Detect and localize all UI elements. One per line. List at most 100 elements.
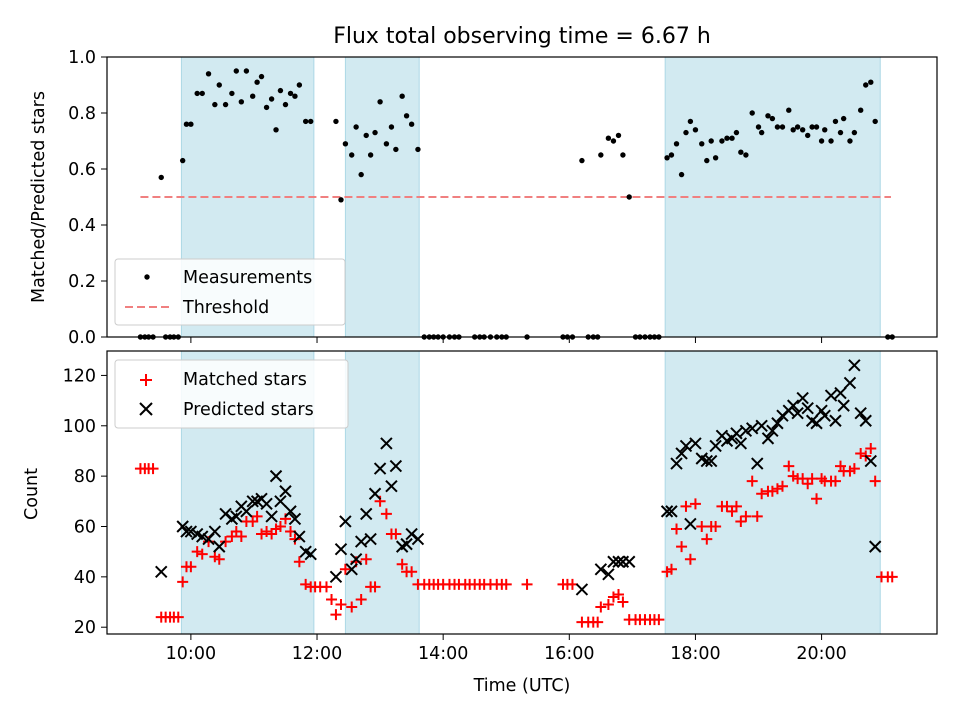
measurement-point [868,79,874,85]
measurement-point [377,99,383,105]
measurement-point [683,129,689,136]
predicted-star-point [612,555,625,568]
bottom-y-tick-label: 100 [63,417,96,437]
bottom-panel: 10:00 12:00 14:00 16:00 18:00 20:00 20 40 60 80 1… [22,350,938,696]
matched-star-point [676,541,688,553]
measurement-point [729,135,735,141]
predicted-star-point [854,406,867,420]
measurement-point [799,127,806,133]
bottom-y-axis-label: Count [22,468,42,520]
measurement-point [273,127,279,133]
measurement-point [818,138,825,144]
legend-measurements-label: Measurements [183,268,312,288]
matched-star-point [886,571,898,583]
top-y-tick-label: 0.0 [68,328,96,348]
x-tick-label: 14:00 [418,644,468,664]
measurement-point [699,141,705,147]
predicted-star-point [334,542,348,556]
predicted-star-point [670,457,683,470]
predicted-star-point [155,565,168,579]
predicted-star-point [380,437,393,450]
measurement-point [333,118,339,125]
matched-star-point [355,594,367,606]
matched-star-point [251,510,263,522]
matched-star-point [776,480,788,492]
predicted-star-point [575,583,589,596]
matched-star-point [771,483,783,495]
predicted-star-point [274,495,287,508]
measurement-point [263,104,270,111]
measurement-point [598,152,604,158]
measurement-point [349,152,355,158]
matched-star-point [696,520,708,532]
predicted-star-point [265,510,278,523]
predicted-star-point [665,505,678,518]
predicted-star-point [279,485,292,498]
predicted-star-point [411,532,425,546]
measurement-point [673,141,680,147]
top-y-ticks: 0.0 0.2 0.4 0.6 0.8 1.0 [68,48,107,348]
measurement-point [287,90,294,97]
measurement-point [277,87,284,94]
matched-star-point [848,463,860,475]
top-axes-frame [106,56,938,338]
measurement-point [222,101,229,108]
bottom-y-tick-label: 120 [63,366,96,386]
matched-star-point [289,533,301,545]
predicted-star-point [679,439,693,453]
predicted-star-point [284,505,297,518]
measurement-point [678,171,685,178]
measurement-point [626,194,632,200]
measurement-point [249,93,256,99]
matched-star-point [740,510,752,522]
predicted-star-point [230,510,243,523]
top-y-tick-label: 0.8 [68,104,96,124]
matched-star-point [689,498,701,510]
legend-predicted-label: Predicted stars [183,400,314,420]
measurement-point [338,197,344,203]
measurement-point [199,90,205,97]
measurement-point [813,124,820,130]
legend-measurement-marker [144,274,150,280]
measurement-point [388,124,395,130]
measurement-point [353,124,359,130]
predicted-star-point [848,359,861,372]
measurement-point [847,138,853,144]
matched-star-point [829,475,841,487]
measurement-point [749,110,755,116]
bottom-y-tick-label: 60 [74,517,96,537]
measurement-point [393,146,399,153]
predicted-star-point [739,424,753,438]
matched-star-point [213,553,225,565]
x-axis-label: Time (UTC) [473,676,571,696]
predicted-star-point [837,399,850,412]
measurement-point [212,101,218,108]
predicted-star-point [385,479,398,493]
matched-star-point [396,558,408,570]
measurement-point [704,157,710,164]
legend-matched-label: Matched stars [183,370,307,390]
bottom-y-tick-label: 20 [74,618,96,638]
predicted-star-point [288,512,302,526]
predicted-star-point [602,568,615,581]
measurement-point [296,82,303,88]
measurement-point [774,124,781,130]
predicted-star-point [834,386,847,400]
measurement-point [872,118,878,125]
x-tick-label: 16:00 [544,644,594,664]
predicted-star-point [791,406,804,420]
matched-star-point [797,473,809,485]
matched-star-point [339,563,351,575]
measurement-point [719,138,725,144]
predicted-star-point [709,439,722,453]
predicted-star-point [180,525,193,538]
predicted-star-point [345,563,358,576]
bottom-axes-frame [106,350,938,635]
predicted-star-point [700,454,714,468]
measurement-point [786,107,792,113]
measurement-point [755,124,762,130]
matched-star-point [521,578,533,590]
top-y-tick-label: 0.6 [68,160,96,180]
measurement-point [363,132,369,139]
measurement-point [758,129,765,136]
